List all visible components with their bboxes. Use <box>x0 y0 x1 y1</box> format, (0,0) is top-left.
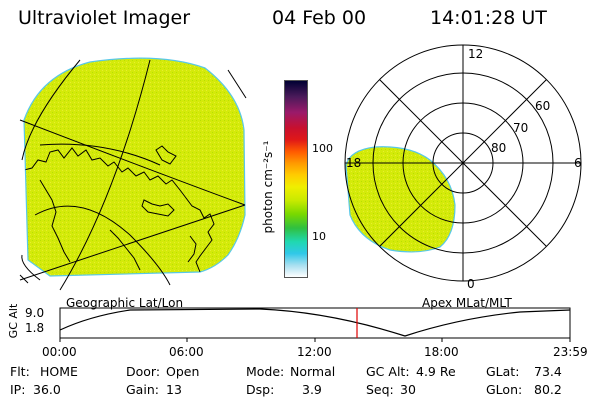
geo-grid-line <box>21 254 41 281</box>
time-tick-2359: 23:59 <box>553 345 588 359</box>
header-date: 04 Feb 00 <box>272 7 367 29</box>
polar-label-70: 70 <box>513 121 528 135</box>
geo-grid-line <box>39 143 161 166</box>
gcalt-value: 4.9 Re <box>416 364 456 379</box>
altitude-axis-label: GC Alt <box>7 303 20 339</box>
polar-label-12: 12 <box>468 47 483 61</box>
geo-grid-line <box>59 59 151 291</box>
geo-grid-line <box>19 119 246 206</box>
glon-label: GLon: <box>486 382 523 397</box>
colorbar <box>284 80 308 278</box>
ip-label: IP: <box>10 382 26 397</box>
colorbar-tick-100: 100 <box>312 142 333 155</box>
polar-label-80: 80 <box>491 141 506 155</box>
geo-grid-line <box>19 274 29 284</box>
gain-label: Gain: <box>126 382 159 397</box>
colorbar-tick-10: 10 <box>312 230 326 243</box>
seq-label: Seq: <box>366 382 394 397</box>
coastline <box>109 229 141 271</box>
polar-spoke <box>379 79 547 247</box>
geo-grid-line <box>21 59 81 161</box>
coastline <box>39 179 71 263</box>
altitude-tick-min: 1.8 <box>25 321 45 335</box>
glat-label: GLat: <box>486 364 520 379</box>
gain-value: 13 <box>166 382 182 397</box>
flt-label: Flt: <box>10 364 30 379</box>
time-tick-0600: 06:00 <box>169 345 204 359</box>
polar-label-0: 0 <box>467 277 475 291</box>
mode-label: Mode: <box>246 364 285 379</box>
mode-value: Normal <box>290 364 336 379</box>
coastline <box>141 199 175 217</box>
door-label: Door: <box>126 364 161 379</box>
seq-value: 30 <box>400 382 416 397</box>
polar-label-6: 6 <box>574 156 582 170</box>
polar-ring <box>344 44 582 282</box>
geo-grid-line <box>227 69 247 99</box>
gcalt-label: GC Alt: <box>366 364 410 379</box>
colorbar-unit-label: photon cm⁻²s⁻¹ <box>261 140 275 234</box>
polar-label-60: 60 <box>535 99 550 113</box>
polar-label-18: 18 <box>346 156 361 170</box>
time-tick-1800: 18:00 <box>424 345 459 359</box>
altitude-tick-max: 9.0 <box>25 306 45 320</box>
glat-value: 73.4 <box>534 364 562 379</box>
polar-ring <box>402 102 524 224</box>
altitude-plot-frame <box>59 307 571 339</box>
coastline <box>24 147 215 273</box>
glon-value: 80.2 <box>534 382 562 397</box>
dsp-label: Dsp: <box>246 382 275 397</box>
door-value: Open <box>166 364 200 379</box>
time-tick-1200: 12:00 <box>297 345 332 359</box>
coastline <box>187 235 197 263</box>
polar-ring <box>432 132 494 194</box>
geo-illuminated-region <box>23 57 246 277</box>
app-title: Ultraviolet Imager <box>18 7 191 29</box>
dsp-value: 3.9 <box>302 382 322 397</box>
altitude-curve <box>59 308 571 337</box>
coastline <box>155 145 177 165</box>
header-time: 14:01:28 UT <box>430 7 547 29</box>
geo-grid-line <box>34 205 171 286</box>
ip-value: 36.0 <box>33 382 61 397</box>
polar-illuminated-region <box>345 146 456 253</box>
time-tick-0000: 00:00 <box>42 345 77 359</box>
geo-map-caption: Geographic Lat/Lon <box>66 296 184 310</box>
polar-spoke <box>379 79 547 247</box>
polar-plot-caption: Apex MLat/MLT <box>422 296 512 310</box>
polar-ring <box>372 72 554 254</box>
flt-value: HOME <box>40 364 78 379</box>
geo-grid-line <box>19 204 246 281</box>
